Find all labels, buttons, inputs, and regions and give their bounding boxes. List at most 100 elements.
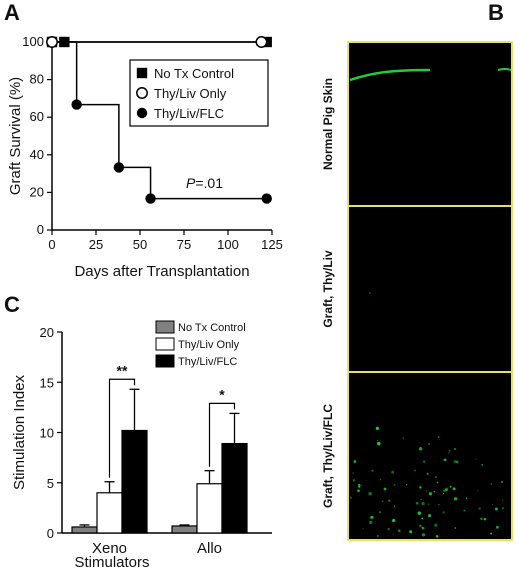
no-tx-control-point bbox=[59, 36, 70, 48]
fluorescent-speck bbox=[417, 511, 422, 515]
fluorescent-speck bbox=[360, 484, 362, 487]
y-tick-label: 10 bbox=[40, 426, 54, 441]
legend-label: Thy/Liv/FLC bbox=[178, 356, 237, 368]
y-axis-title: Stimulation Index bbox=[11, 374, 28, 490]
thy-liv-flc-point bbox=[71, 99, 82, 110]
fluorescent-speck bbox=[419, 524, 422, 527]
p-value-annotation: P=.01 bbox=[186, 175, 223, 191]
y-tick-label: 80 bbox=[30, 72, 44, 87]
fluorescent-speck bbox=[465, 497, 468, 500]
panel-a-letter: A bbox=[4, 0, 20, 25]
fluorescent-speck bbox=[483, 518, 487, 521]
fluorescent-speck bbox=[500, 481, 503, 484]
fluorescence-signal bbox=[349, 68, 512, 538]
legend-filled-circle-marker bbox=[136, 107, 148, 119]
fluorescent-speck bbox=[368, 492, 372, 496]
fluorescent-speck bbox=[480, 517, 483, 520]
fluorescent-speck bbox=[381, 500, 384, 503]
thy-liv-flc-point bbox=[145, 193, 156, 204]
fluorescent-speck bbox=[435, 534, 439, 538]
row-label-graft-thy-liv: Graft, Thy/Liv bbox=[321, 250, 335, 328]
fluorescent-speck bbox=[415, 501, 419, 505]
fluorescent-speck bbox=[443, 458, 447, 462]
fluorescent-speck bbox=[449, 485, 452, 488]
y-tick-label: 0 bbox=[37, 222, 44, 237]
legend-label: No Tx Control bbox=[178, 322, 246, 334]
fluorescent-speck bbox=[402, 437, 404, 439]
fluorescent-speck bbox=[388, 499, 391, 503]
fluorescent-speck bbox=[494, 507, 498, 511]
y-tick-label: 0 bbox=[47, 526, 54, 541]
panel-b-letter: B bbox=[488, 0, 504, 25]
fluorescent-speck bbox=[370, 516, 374, 519]
x-tick-label: 125 bbox=[261, 237, 283, 252]
fluorescent-speck bbox=[477, 490, 479, 492]
fluorescent-speck bbox=[437, 436, 440, 438]
fluorescent-speck bbox=[448, 449, 451, 452]
fluorescent-speck bbox=[442, 511, 445, 514]
fluorescent-speck bbox=[383, 487, 387, 491]
p-value-number: =.01 bbox=[195, 175, 223, 191]
fluorescent-speck bbox=[362, 528, 364, 530]
fluorescent-speck bbox=[421, 517, 424, 520]
micrograph-normal-pig-skin bbox=[348, 42, 512, 206]
fluorescent-speck bbox=[406, 484, 408, 486]
y-tick-label: 100 bbox=[22, 34, 44, 49]
fluorescent-speck bbox=[442, 492, 445, 495]
fluorescent-speck bbox=[490, 483, 493, 485]
fluorescent-speck bbox=[446, 487, 449, 489]
fluorescent-speck bbox=[387, 527, 390, 531]
fluorescent-speck bbox=[453, 497, 458, 501]
panel-a-survival-chart: 0 25 50 75 100 125 0 20 40 60 80 100 Days after Tran… bbox=[7, 34, 283, 280]
legend-label: Thy/Liv Only bbox=[154, 86, 227, 101]
legend-label: Thy/Liv/FLC bbox=[154, 106, 224, 121]
fluorescent-speck bbox=[444, 488, 448, 492]
legend-swatch bbox=[155, 337, 175, 351]
legend-square-marker bbox=[136, 67, 148, 79]
fluorescent-speck bbox=[438, 504, 440, 506]
fluorescent-speck bbox=[358, 483, 361, 486]
fluorescent-speck bbox=[377, 441, 381, 446]
x-category-label: Xeno bbox=[92, 540, 127, 557]
bar bbox=[71, 526, 98, 534]
y-tick-label: 60 bbox=[30, 109, 44, 124]
fluorescent-speck bbox=[427, 503, 430, 505]
y-axis-title: Graft Survival (%) bbox=[7, 77, 24, 195]
fluorescent-speck bbox=[426, 472, 429, 475]
fluorescent-speck bbox=[413, 469, 417, 472]
x-tick-label: 100 bbox=[217, 237, 239, 252]
micrograph-graft-thy-liv bbox=[348, 206, 512, 372]
fluorescent-speck bbox=[495, 525, 499, 529]
fluorescent-speck bbox=[379, 479, 381, 481]
fluorescent-epidermis-line bbox=[349, 68, 431, 82]
fluorescent-speck bbox=[452, 487, 456, 491]
fluorescent-speck bbox=[409, 530, 413, 534]
legend-open-circle-marker bbox=[136, 87, 148, 99]
x-axis-title: Days after Transplantation bbox=[74, 263, 249, 280]
fluorescent-speck bbox=[436, 481, 439, 484]
panel-c-letter: C bbox=[4, 292, 20, 317]
row-label-graft-thy-liv-flc: Graft, Thy/Liv/FLC bbox=[321, 404, 335, 508]
fluorescent-speck bbox=[428, 443, 430, 445]
fluorescent-speck bbox=[353, 460, 357, 463]
fluorescent-speck bbox=[420, 498, 422, 501]
fluorescent-speck bbox=[434, 523, 438, 527]
legend-box bbox=[129, 59, 269, 127]
fluorescent-speck bbox=[352, 479, 356, 482]
y-tick-label: 5 bbox=[47, 476, 54, 491]
series-line bbox=[52, 41, 267, 200]
fluorescent-speck bbox=[377, 439, 379, 442]
x-tick-label: 50 bbox=[133, 237, 147, 252]
thy-liv-flc-point bbox=[113, 162, 125, 173]
fluorescent-speck bbox=[475, 458, 477, 460]
micrograph-graft-thy-liv-flc bbox=[348, 372, 512, 540]
fluorescent-speck bbox=[433, 491, 436, 493]
fluorescent-speck bbox=[379, 511, 381, 513]
legend: No Tx Control Thy/Liv Only Thy/Liv/FLC bbox=[155, 320, 246, 368]
x-tick-label: 25 bbox=[89, 237, 103, 252]
fluorescent-speck bbox=[463, 509, 466, 512]
fluorescent-speck bbox=[357, 489, 360, 493]
fluorescent-speck bbox=[394, 505, 396, 507]
fluorescent-speck bbox=[393, 483, 396, 486]
